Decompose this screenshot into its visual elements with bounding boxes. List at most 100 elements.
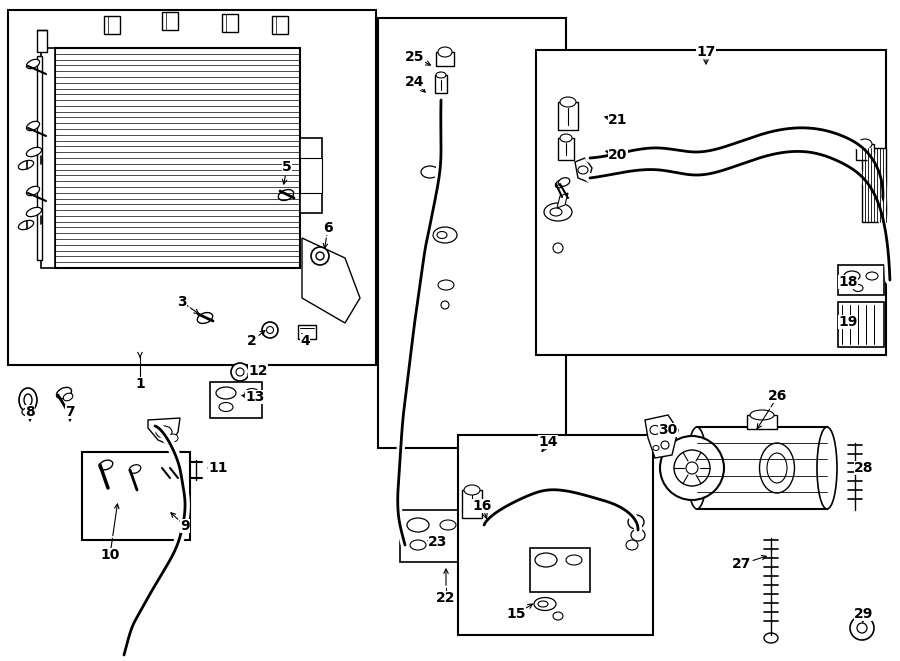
Ellipse shape: [436, 72, 446, 78]
Text: 5: 5: [282, 160, 292, 174]
Text: 15: 15: [506, 607, 526, 621]
Polygon shape: [557, 193, 568, 208]
Ellipse shape: [266, 327, 274, 334]
Ellipse shape: [631, 529, 645, 541]
Text: 25: 25: [405, 50, 425, 64]
Ellipse shape: [19, 388, 37, 412]
Ellipse shape: [236, 368, 244, 376]
Ellipse shape: [653, 446, 659, 451]
Ellipse shape: [844, 271, 860, 281]
Bar: [558, 138, 574, 160]
Ellipse shape: [626, 540, 638, 550]
Circle shape: [857, 623, 867, 633]
Text: 19: 19: [838, 315, 858, 329]
Ellipse shape: [130, 465, 140, 473]
Ellipse shape: [26, 208, 41, 217]
Ellipse shape: [558, 178, 570, 186]
Ellipse shape: [26, 147, 41, 157]
Text: 23: 23: [428, 535, 447, 549]
Text: 29: 29: [854, 607, 874, 621]
Ellipse shape: [18, 161, 33, 170]
Ellipse shape: [421, 166, 439, 178]
Bar: [747, 415, 777, 429]
Text: 26: 26: [769, 389, 788, 403]
Ellipse shape: [464, 485, 480, 495]
Text: 2: 2: [248, 334, 256, 348]
Bar: [8, 10, 376, 365]
Text: 17: 17: [697, 45, 716, 59]
Text: 8: 8: [25, 405, 35, 419]
Circle shape: [850, 616, 874, 640]
Bar: [37, 30, 47, 52]
Bar: [37, 56, 42, 260]
Ellipse shape: [57, 387, 72, 399]
Text: 3: 3: [177, 295, 187, 309]
Ellipse shape: [63, 393, 73, 401]
Polygon shape: [148, 418, 180, 445]
Text: 21: 21: [608, 113, 628, 127]
Ellipse shape: [650, 426, 660, 434]
Ellipse shape: [760, 443, 795, 493]
Ellipse shape: [438, 47, 452, 57]
Bar: [210, 382, 262, 418]
Ellipse shape: [550, 208, 562, 216]
Bar: [222, 14, 238, 32]
Ellipse shape: [26, 59, 40, 69]
Bar: [378, 18, 566, 448]
Ellipse shape: [438, 280, 454, 290]
Circle shape: [686, 462, 698, 474]
Ellipse shape: [441, 301, 449, 309]
Ellipse shape: [555, 180, 564, 188]
Ellipse shape: [538, 601, 548, 607]
Text: 9: 9: [180, 519, 190, 533]
Ellipse shape: [560, 134, 572, 142]
Ellipse shape: [553, 243, 563, 253]
Ellipse shape: [168, 434, 178, 442]
Ellipse shape: [216, 387, 236, 399]
Bar: [82, 452, 190, 540]
Bar: [536, 50, 886, 355]
Ellipse shape: [433, 227, 457, 243]
Polygon shape: [575, 158, 592, 182]
Text: 10: 10: [100, 548, 120, 562]
Text: 22: 22: [436, 591, 455, 605]
Ellipse shape: [628, 515, 644, 529]
Ellipse shape: [26, 122, 40, 131]
Ellipse shape: [817, 427, 837, 509]
Ellipse shape: [22, 408, 34, 416]
Ellipse shape: [661, 441, 669, 449]
Ellipse shape: [560, 97, 576, 107]
Text: 28: 28: [854, 461, 874, 475]
Text: 27: 27: [733, 557, 751, 571]
Bar: [558, 102, 578, 130]
Ellipse shape: [437, 231, 447, 239]
Text: 20: 20: [608, 148, 627, 162]
Circle shape: [660, 436, 724, 500]
Ellipse shape: [853, 284, 863, 292]
Bar: [838, 302, 884, 347]
Bar: [104, 16, 120, 34]
Bar: [697, 427, 827, 509]
Ellipse shape: [687, 427, 707, 509]
Ellipse shape: [316, 252, 324, 260]
Ellipse shape: [544, 203, 572, 221]
Text: 14: 14: [538, 435, 558, 449]
Text: 1: 1: [135, 377, 145, 391]
Ellipse shape: [858, 139, 872, 149]
Ellipse shape: [219, 403, 233, 412]
Ellipse shape: [440, 520, 456, 530]
Ellipse shape: [24, 394, 32, 406]
Bar: [436, 52, 454, 66]
Bar: [41, 48, 55, 268]
Text: 11: 11: [208, 461, 228, 475]
Ellipse shape: [197, 313, 212, 323]
Ellipse shape: [278, 190, 293, 200]
Ellipse shape: [534, 598, 556, 611]
Text: 13: 13: [246, 390, 265, 404]
Ellipse shape: [407, 518, 429, 532]
Bar: [300, 138, 322, 213]
Bar: [862, 148, 886, 222]
Bar: [272, 16, 288, 34]
Ellipse shape: [764, 633, 778, 643]
Text: 7: 7: [65, 405, 75, 419]
